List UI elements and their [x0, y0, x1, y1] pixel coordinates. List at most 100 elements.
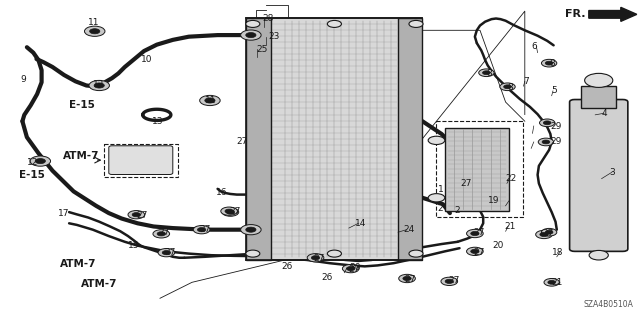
Circle shape	[538, 138, 554, 146]
Text: 26: 26	[321, 273, 333, 282]
Text: 11: 11	[205, 96, 216, 105]
Text: 6: 6	[531, 42, 537, 51]
Text: 18: 18	[552, 248, 563, 256]
Circle shape	[241, 225, 261, 235]
Text: 8: 8	[549, 59, 555, 68]
Bar	[398, 18, 422, 260]
Circle shape	[246, 250, 260, 257]
Circle shape	[543, 121, 551, 125]
Text: 2: 2	[454, 206, 460, 215]
Circle shape	[157, 232, 165, 236]
Circle shape	[545, 230, 553, 234]
Circle shape	[544, 278, 559, 286]
Text: 27: 27	[404, 275, 416, 284]
Circle shape	[483, 71, 490, 75]
Circle shape	[246, 33, 256, 38]
Bar	[581, 86, 616, 108]
Circle shape	[89, 80, 109, 91]
Circle shape	[540, 232, 548, 237]
Circle shape	[205, 98, 215, 103]
Text: ATM-7: ATM-7	[60, 259, 97, 269]
Text: 9: 9	[20, 75, 26, 84]
Circle shape	[342, 264, 359, 273]
Circle shape	[347, 267, 355, 271]
Text: E-15: E-15	[19, 170, 45, 180]
Circle shape	[246, 20, 260, 27]
Text: 27: 27	[314, 254, 325, 263]
Text: 27: 27	[229, 207, 241, 216]
Circle shape	[428, 136, 445, 145]
Text: 10: 10	[141, 55, 152, 63]
Circle shape	[536, 230, 552, 239]
Text: 23: 23	[269, 32, 280, 41]
Text: 13: 13	[152, 117, 164, 126]
Text: 19: 19	[488, 197, 499, 205]
Text: 17: 17	[58, 209, 69, 218]
Text: 20: 20	[493, 241, 504, 250]
Circle shape	[467, 247, 483, 256]
Text: 30: 30	[349, 263, 361, 272]
Circle shape	[441, 277, 458, 286]
Circle shape	[197, 228, 206, 232]
Text: 11: 11	[88, 19, 100, 27]
Text: 26: 26	[282, 262, 293, 271]
Text: 1: 1	[438, 185, 444, 194]
Circle shape	[241, 30, 261, 40]
Circle shape	[428, 194, 445, 202]
Circle shape	[132, 213, 141, 217]
Circle shape	[225, 209, 234, 213]
Circle shape	[500, 83, 515, 91]
Text: 27: 27	[448, 276, 460, 285]
Bar	[398, 18, 422, 260]
Circle shape	[158, 249, 175, 257]
Circle shape	[479, 69, 494, 77]
Text: 27: 27	[159, 228, 170, 237]
Circle shape	[541, 228, 557, 236]
FancyBboxPatch shape	[109, 146, 173, 174]
Text: 8: 8	[486, 69, 492, 78]
Text: 27: 27	[349, 265, 360, 274]
Circle shape	[153, 230, 170, 238]
Bar	[104, 144, 178, 177]
Circle shape	[90, 29, 100, 34]
Polygon shape	[589, 7, 637, 21]
Text: 4: 4	[602, 109, 607, 118]
Circle shape	[200, 95, 220, 106]
Text: 12: 12	[27, 158, 38, 167]
Circle shape	[327, 20, 342, 27]
Circle shape	[471, 249, 479, 253]
Bar	[246, 18, 271, 260]
Text: FR.: FR.	[565, 9, 586, 19]
Text: 28: 28	[262, 14, 274, 23]
Bar	[445, 128, 509, 211]
Text: 27: 27	[237, 137, 248, 146]
Text: 27: 27	[136, 211, 148, 220]
Circle shape	[540, 119, 555, 127]
Text: 3: 3	[609, 168, 615, 177]
Circle shape	[399, 274, 415, 283]
Text: 27: 27	[474, 228, 485, 237]
Text: 16: 16	[216, 189, 228, 197]
Text: 21: 21	[552, 278, 563, 287]
Text: ATM-7: ATM-7	[81, 279, 118, 289]
Circle shape	[403, 276, 412, 281]
Text: ATM-7: ATM-7	[63, 151, 99, 161]
Circle shape	[227, 210, 234, 214]
Text: 27: 27	[461, 179, 472, 188]
Text: 27: 27	[474, 248, 485, 256]
Circle shape	[541, 59, 557, 67]
Circle shape	[221, 207, 237, 215]
Circle shape	[193, 226, 210, 234]
Circle shape	[94, 83, 104, 88]
Text: 27: 27	[543, 229, 554, 238]
Circle shape	[467, 229, 483, 238]
Circle shape	[585, 73, 613, 87]
Circle shape	[163, 251, 170, 255]
Text: 12: 12	[93, 80, 104, 89]
Circle shape	[548, 280, 556, 284]
Circle shape	[30, 156, 51, 166]
Circle shape	[222, 208, 239, 216]
Circle shape	[545, 61, 553, 65]
Bar	[246, 18, 271, 260]
Circle shape	[327, 250, 342, 257]
